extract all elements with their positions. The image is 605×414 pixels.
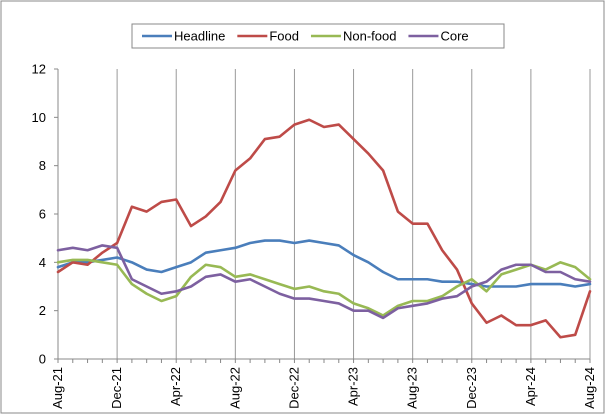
grid-layer	[116, 69, 591, 359]
legend-label-non-food: Non-food	[343, 29, 396, 44]
y-tick-label: 0	[39, 352, 46, 367]
series-layer	[56, 118, 592, 339]
x-tick-label: Aug-23	[405, 367, 420, 409]
series-line-headline	[56, 239, 592, 288]
legend-label-core: Core	[440, 29, 468, 44]
x-tick-label: Aug-24	[582, 367, 597, 409]
y-tick-label: 6	[39, 207, 46, 222]
x-tick-label: Aug-21	[50, 367, 65, 409]
y-tick-label: 12	[32, 62, 46, 77]
series-line-food	[56, 118, 592, 339]
x-tick-label: Apr-24	[523, 367, 538, 406]
x-tick-label: Aug-22	[227, 367, 242, 409]
x-tick-label: Dec-21	[109, 367, 124, 409]
x-tick-label: Dec-23	[464, 367, 479, 409]
legend-label-headline: Headline	[174, 29, 225, 44]
legend-label-food: Food	[269, 29, 299, 44]
x-tick-label: Apr-22	[168, 367, 183, 406]
legend: Headline Food Non-food Core	[131, 23, 505, 49]
y-tick-label: 8	[39, 158, 46, 173]
y-tick-label: 4	[39, 255, 46, 270]
x-tick-label: Apr-23	[346, 367, 361, 406]
y-tick-label: 10	[32, 110, 46, 125]
series-line-core	[56, 244, 592, 320]
axis-layer: 0 2 4 6 8 10 12 Aug-21 Dec-21 Apr-22 Aug-22 Dec-22 A…	[32, 62, 597, 409]
x-tick-label: Dec-22	[286, 367, 301, 409]
y-tick-label: 2	[39, 303, 46, 318]
series-line-non-food	[56, 258, 592, 317]
